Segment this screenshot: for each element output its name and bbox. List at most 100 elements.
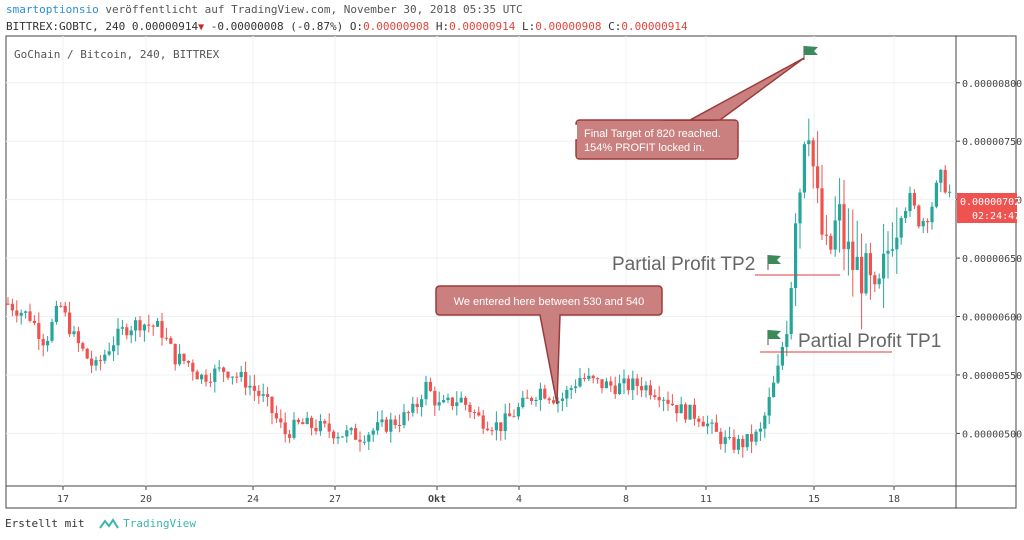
footer: Erstellt mit TradingView (5, 517, 196, 530)
candle-body (697, 418, 701, 422)
candle-body (437, 402, 441, 406)
candle-body (640, 386, 644, 391)
x-tick-label: 17 (57, 494, 69, 505)
entry-callout-text: We entered here between 530 and 540 (454, 296, 645, 308)
candle-body (279, 418, 283, 423)
y-tick-label: 0.00000650 (962, 254, 1022, 265)
y-tick-label: 0.00000600 (962, 313, 1022, 324)
candle-body (10, 303, 14, 311)
candle-body (895, 237, 899, 250)
candle-body (98, 360, 102, 362)
current-price-tag: 0.00000702 02:24:47 (957, 193, 1020, 223)
candle-body (609, 381, 613, 386)
candle-body (939, 169, 943, 183)
candle-body (499, 422, 503, 432)
candle-body (723, 437, 727, 444)
candle-body (459, 397, 463, 403)
candle-body (882, 253, 886, 279)
candle-body (292, 419, 296, 438)
candle-body (846, 241, 850, 250)
candle-body (248, 385, 252, 388)
candle-body (622, 378, 626, 384)
x-tick-label: 8 (623, 494, 629, 505)
candle-body (415, 403, 419, 408)
tp1-label: Partial Profit TP1 (798, 331, 941, 352)
candle-body (930, 206, 934, 223)
candle-body (886, 250, 890, 254)
candle-body (477, 412, 481, 416)
candle-body (710, 422, 714, 424)
candle-body (714, 422, 718, 432)
candle-body (692, 404, 696, 419)
candle-body (15, 310, 19, 316)
x-tick-label: 4 (516, 494, 522, 505)
candle-body (811, 140, 815, 167)
open-value: 0.00000908 (363, 20, 430, 33)
candle-body (358, 439, 362, 442)
candle-body (802, 144, 806, 193)
candle-body (398, 425, 402, 427)
candle-body (481, 415, 485, 429)
candle-body (151, 325, 155, 327)
low-value: 0.00000908 (535, 20, 602, 33)
tradingview-brand[interactable]: TradingView (123, 517, 196, 530)
candle-body (829, 235, 833, 250)
candle-body (428, 381, 432, 391)
candle-body (587, 375, 591, 379)
candle-body (780, 346, 784, 366)
author-link[interactable]: smartoptionsio (6, 3, 99, 16)
candle-body (670, 403, 674, 406)
candle-body (578, 377, 582, 387)
candle-body (50, 321, 54, 341)
candle-body (367, 434, 371, 442)
candle-body (494, 422, 498, 431)
candle-body (565, 389, 569, 399)
candle-body (648, 385, 652, 396)
candle-body (107, 351, 111, 355)
candle-body (921, 220, 925, 227)
candle-body (626, 378, 630, 391)
high-label: H: (435, 20, 450, 33)
candle-body (521, 397, 525, 408)
candle-body (266, 394, 270, 397)
candle-body (785, 334, 789, 347)
candle-body (41, 338, 45, 346)
legend-title: GoChain / Bitcoin, 240, BITTREX (14, 48, 220, 61)
target-callout-line1: Final Target of 820 reached. (584, 128, 721, 140)
tp2-label: Partial Profit TP2 (612, 254, 755, 275)
target-flag-icon (803, 46, 818, 60)
candle-body (226, 371, 230, 378)
candle-body (582, 377, 586, 379)
candle-body (763, 415, 767, 429)
y-tick-label: 0.00000500 (962, 429, 1022, 440)
candle-body (486, 428, 490, 431)
candle-body (296, 419, 300, 423)
candle-body (547, 398, 551, 401)
candle-body (76, 331, 80, 344)
candle-body (318, 421, 322, 432)
candle-body (516, 407, 520, 417)
candle-body (798, 192, 802, 224)
candle-body (283, 422, 287, 435)
candle-body (37, 323, 41, 339)
price-change: -0.00000008 (-0.87%) (210, 20, 344, 33)
candle-body (301, 422, 305, 425)
candle-body (142, 324, 146, 331)
candle-body (666, 399, 670, 404)
candle-body (442, 400, 446, 403)
low-label: L: (522, 20, 536, 33)
symbol-ohlc-bar: BITTREX:GOBTC, 240 0.00000914▼ -0.000000… (6, 20, 688, 33)
candle-body (732, 437, 736, 450)
candle-body (855, 256, 859, 270)
candle-body (820, 188, 824, 235)
candle-body (393, 419, 397, 426)
bar-countdown: 02:24:47 (972, 211, 1020, 222)
candle-body (195, 371, 199, 380)
candle-body (125, 327, 129, 336)
candle-body (776, 365, 780, 383)
candle-body (208, 381, 212, 383)
candle-body (402, 412, 406, 426)
candle-body (468, 404, 472, 412)
candle-body (156, 321, 160, 327)
